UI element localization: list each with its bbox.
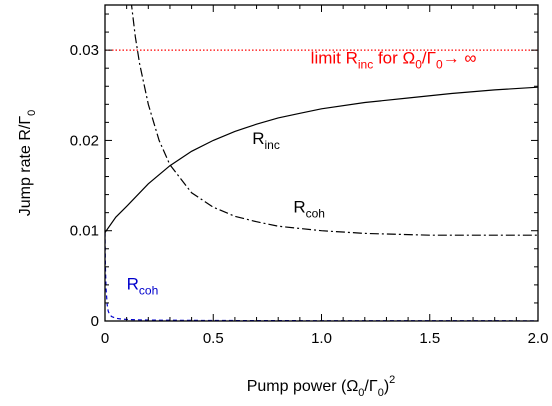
ticks-layer: 0 0.5 1.0 1.5 2.0 0 0.01 0.02 0.03 bbox=[70, 5, 549, 347]
x-tick-label: 1.0 bbox=[311, 330, 332, 347]
x-tick-label: 2.0 bbox=[528, 330, 549, 347]
annotation-rinc: Rinc bbox=[252, 129, 280, 152]
annotation-limit: limit Rinc for Ω0/Γ0→ ∞ bbox=[311, 49, 477, 72]
y-tick-label: 0.02 bbox=[70, 132, 99, 149]
annotation-rcoh-blue: Rcoh bbox=[127, 274, 159, 297]
y-tick-label: 0.01 bbox=[70, 223, 99, 240]
annotation-rcoh-black: Rcoh bbox=[293, 198, 325, 221]
x-tick-label: 1.5 bbox=[419, 330, 440, 347]
x-axis-label: Pump power (Ω0/Γ0)2 bbox=[247, 374, 396, 399]
series-r-inc-0 bbox=[105, 86, 538, 233]
annotations-layer: limit Rinc for Ω0/Γ0→ ∞ Rinc Rcoh Rcoh bbox=[127, 49, 477, 298]
x-tick-label: 0 bbox=[101, 330, 109, 347]
y-tick-label: 0 bbox=[91, 313, 99, 330]
y-tick-label: 0.03 bbox=[70, 42, 99, 59]
series-r-coh-2 bbox=[105, 232, 538, 321]
series-r-coh-1 bbox=[130, 5, 538, 236]
x-tick-label: 0.5 bbox=[203, 330, 224, 347]
y-axis-label: Jump rate R/Γ0 bbox=[17, 110, 38, 217]
